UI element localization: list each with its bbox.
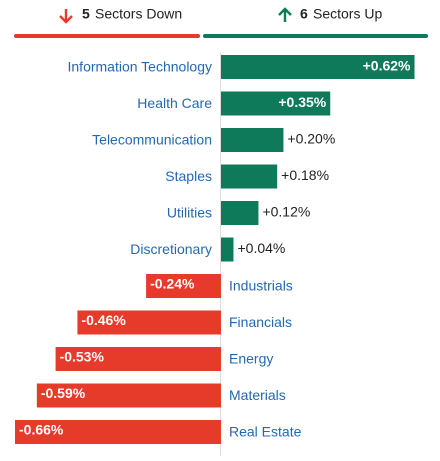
up-label: Sectors Up	[313, 6, 382, 22]
bar	[221, 128, 284, 152]
value-label: +0.18%	[281, 167, 329, 183]
value-label: -0.24%	[150, 276, 195, 292]
value-label: -0.66%	[19, 422, 64, 438]
up-bar	[203, 34, 428, 38]
down-bar	[14, 34, 200, 38]
category-label: Materials	[229, 387, 286, 403]
up-arrow	[278, 7, 292, 22]
category-label: Telecommunication	[92, 132, 212, 148]
bar	[221, 237, 234, 262]
value-label: +0.62%	[363, 58, 411, 74]
bar	[221, 201, 259, 225]
bar	[77, 310, 221, 335]
value-label: +0.20%	[287, 131, 335, 147]
category-label: Discretionary	[130, 241, 212, 257]
category-label: Real Estate	[229, 424, 302, 440]
category-label: Health Care	[137, 95, 212, 111]
down-count: 5	[82, 6, 90, 22]
value-label: -0.46%	[81, 312, 126, 328]
category-label: Energy	[229, 351, 273, 367]
category-label: Information Technology	[68, 59, 213, 75]
category-label: Staples	[165, 168, 212, 184]
bar	[221, 164, 278, 189]
bar	[55, 347, 221, 371]
bar	[15, 420, 221, 444]
value-label: +0.12%	[262, 204, 310, 220]
bar	[221, 55, 415, 79]
value-label: +0.04%	[237, 240, 285, 256]
value-label: -0.53%	[60, 349, 105, 365]
value-label: +0.35%	[278, 94, 326, 110]
bar	[36, 383, 222, 408]
bar	[146, 274, 221, 298]
down-label: Sectors Down	[95, 6, 182, 22]
category-label: Utilities	[167, 205, 212, 221]
bar	[221, 91, 331, 116]
category-label: Financials	[229, 314, 292, 330]
value-label: -0.59%	[41, 385, 86, 401]
up-count: 6	[300, 6, 308, 22]
header-up: 6 Sectors Up	[278, 6, 382, 22]
category-label: Industrials	[229, 278, 293, 294]
header-down: 5 Sectors Down	[59, 6, 182, 24]
down-arrow	[59, 9, 73, 24]
